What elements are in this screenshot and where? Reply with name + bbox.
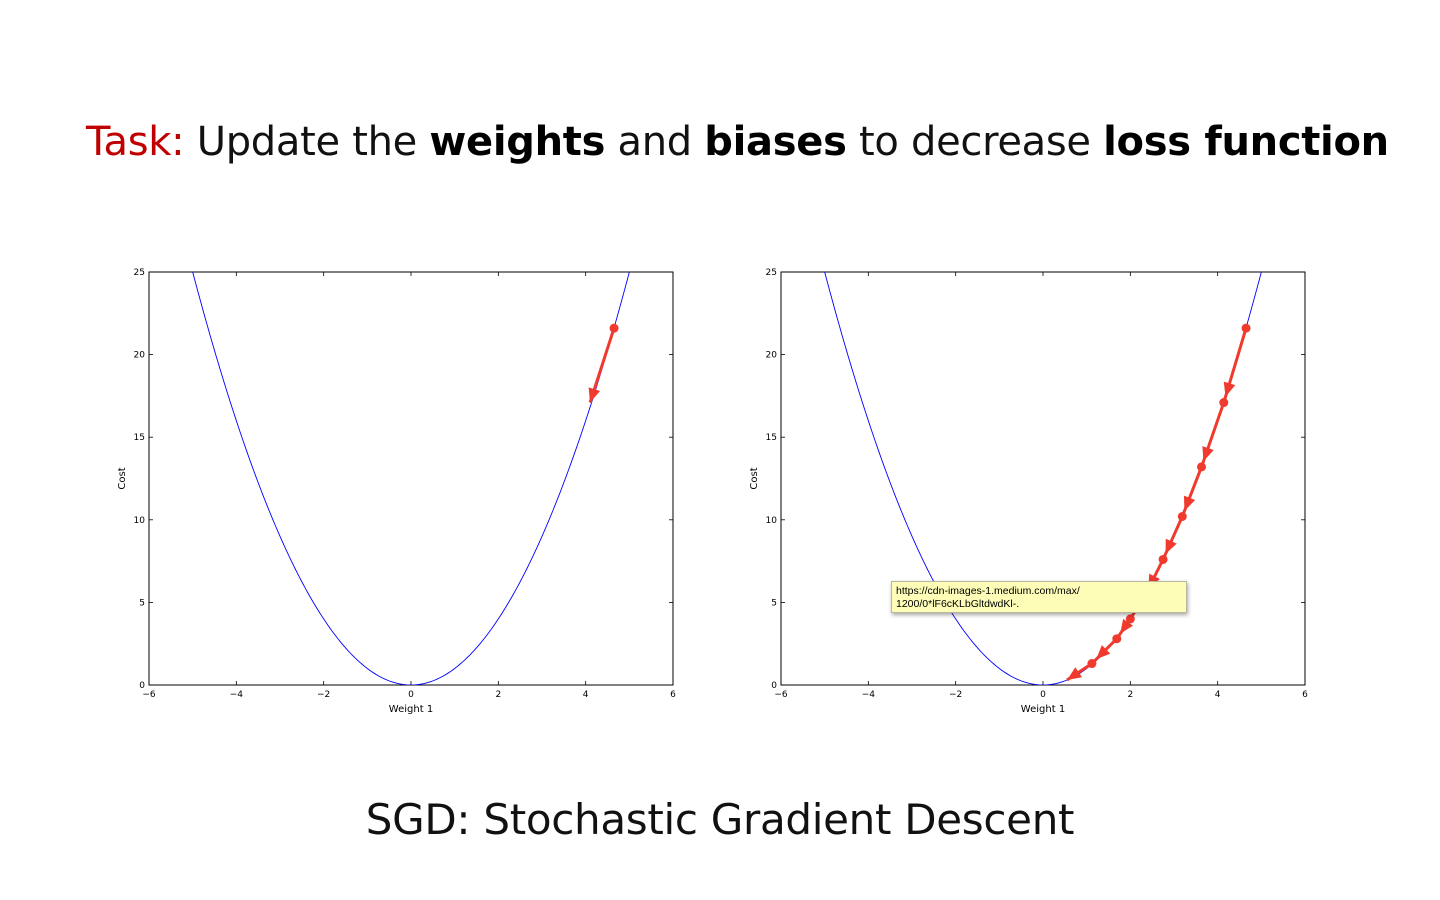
descent-point — [1197, 462, 1207, 472]
cost-curve — [192, 272, 630, 685]
y-tick-label: 25 — [766, 268, 777, 278]
x-tick-label: −2 — [317, 690, 330, 700]
tooltip-line-2: 1200/0*lF6cKLbGltdwdKl-. — [896, 597, 1020, 610]
x-tick-label: 6 — [1302, 690, 1308, 700]
descent-point — [1125, 614, 1135, 624]
descent-arrowhead — [1202, 446, 1214, 462]
descent-point — [1158, 554, 1168, 564]
slide-title: Task: Update the weights and biases to d… — [86, 112, 1389, 172]
x-tick-label: −4 — [862, 690, 876, 700]
url-tooltip: https://cdn-images-1.medium.com/max/ 120… — [891, 581, 1187, 613]
slide-subtitle: SGD: Stochastic Gradient Descent — [365, 795, 1075, 844]
y-tick-label: 0 — [771, 681, 777, 691]
x-tick-label: 4 — [583, 690, 589, 700]
x-tick-label: 0 — [408, 690, 414, 700]
y-tick-label: 15 — [766, 433, 777, 443]
title-text: Update the — [184, 119, 430, 165]
title-biases: biases — [704, 119, 847, 165]
y-tick-label: 5 — [771, 598, 777, 608]
descent-point — [1087, 659, 1097, 669]
descent-arrowhead — [1183, 495, 1196, 511]
x-tick-label: 0 — [1040, 690, 1046, 700]
descent-arrowhead — [1120, 618, 1134, 634]
y-tick-label: 0 — [139, 681, 145, 691]
descent-point — [609, 323, 619, 333]
y-tick-label: 20 — [134, 351, 146, 361]
x-axis-label: Weight 1 — [389, 704, 433, 715]
y-tick-label: 20 — [766, 351, 778, 361]
plot-frame — [780, 271, 1306, 686]
y-tick-label: 25 — [134, 268, 145, 278]
descent-point — [1112, 634, 1122, 644]
x-tick-label: −2 — [949, 690, 962, 700]
y-tick-label: 5 — [139, 598, 145, 608]
x-tick-label: −4 — [230, 690, 244, 700]
plot-area — [824, 272, 1262, 685]
x-tick-label: 6 — [670, 690, 676, 700]
y-axis-label: Cost — [749, 467, 760, 489]
title-text: and — [605, 119, 705, 165]
y-tick-label: 10 — [766, 516, 778, 526]
descent-arrowhead — [1165, 538, 1177, 554]
x-tick-label: −6 — [774, 690, 788, 700]
chart-multi-step: −6 −4 −2 0 2 4 6 0 5 10 15 20 25 Weight 1 Cost — [749, 268, 1308, 715]
plot-frame — [148, 271, 674, 686]
x-tick-label: 4 — [1215, 690, 1221, 700]
y-tick-label: 15 — [134, 433, 145, 443]
title-text: to decrease — [846, 119, 1104, 165]
descent-point — [1241, 323, 1251, 333]
plot-area — [192, 272, 630, 685]
y-axis-label: Cost — [117, 467, 128, 489]
tooltip-line-1: https://cdn-images-1.medium.com/max/ — [896, 585, 1080, 597]
y-tick-label: 10 — [134, 516, 146, 526]
title-weights: weights — [429, 119, 606, 165]
descent-arrowhead — [1223, 381, 1236, 397]
descent-point — [1219, 398, 1229, 408]
descent-arrowhead — [588, 387, 601, 403]
chart-single-step: −6 −4 −2 0 2 4 6 0 5 10 15 20 25 Weight 1 Cost — [117, 268, 676, 715]
x-axis-label: Weight 1 — [1021, 704, 1065, 715]
descent-arrowhead — [1096, 645, 1111, 660]
x-tick-label: 2 — [495, 690, 501, 700]
descent-point — [1177, 511, 1187, 521]
title-loss-function: loss function — [1103, 119, 1389, 165]
task-label: Task: — [86, 119, 185, 165]
descent-arrowhead — [1067, 667, 1082, 681]
x-tick-label: −6 — [142, 690, 156, 700]
x-tick-label: 2 — [1127, 690, 1133, 700]
